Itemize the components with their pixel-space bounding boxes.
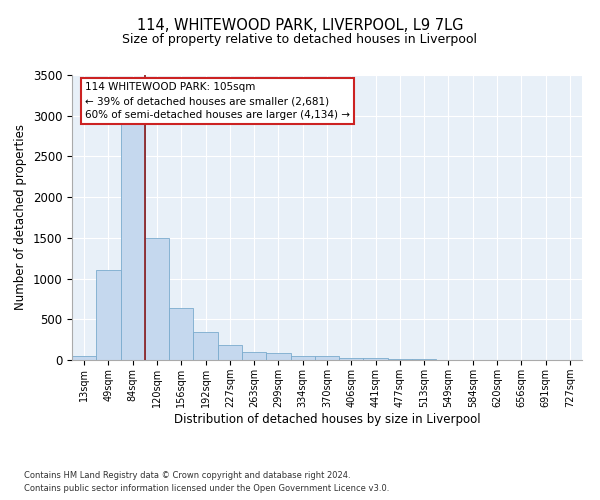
Text: Contains public sector information licensed under the Open Government Licence v3: Contains public sector information licen… [24,484,389,493]
Bar [218,344,242,360]
Bar [290,356,315,360]
Bar [242,352,266,360]
Bar [266,354,290,360]
Text: Size of property relative to detached houses in Liverpool: Size of property relative to detached ho… [122,32,478,46]
Y-axis label: Number of detached properties: Number of detached properties [14,124,27,310]
Bar [169,308,193,360]
Bar [388,359,412,360]
Bar [364,358,388,360]
Bar [315,356,339,360]
X-axis label: Distribution of detached houses by size in Liverpool: Distribution of detached houses by size … [173,412,481,426]
Bar [145,238,169,360]
Text: 114, WHITEWOOD PARK, LIVERPOOL, L9 7LG: 114, WHITEWOOD PARK, LIVERPOOL, L9 7LG [137,18,463,32]
Bar [339,358,364,360]
Text: Contains HM Land Registry data © Crown copyright and database right 2024.: Contains HM Land Registry data © Crown c… [24,470,350,480]
Bar [96,270,121,360]
Bar [121,122,145,360]
Bar [72,356,96,360]
Bar [412,359,436,360]
Bar [193,332,218,360]
Text: 114 WHITEWOOD PARK: 105sqm
← 39% of detached houses are smaller (2,681)
60% of s: 114 WHITEWOOD PARK: 105sqm ← 39% of deta… [85,82,350,120]
